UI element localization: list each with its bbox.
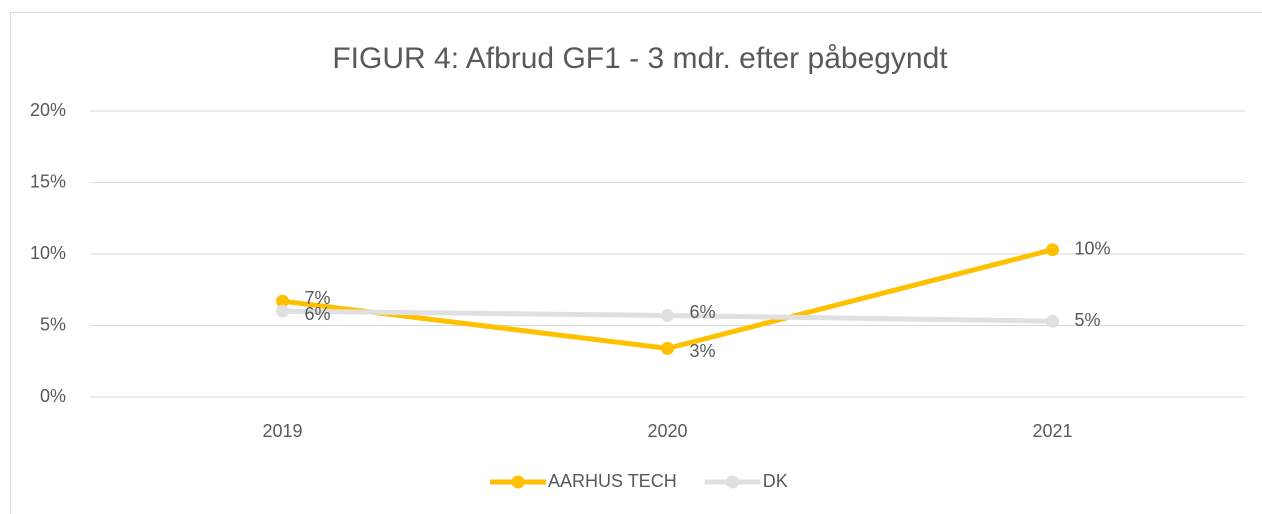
legend-marker: [726, 475, 740, 489]
y-tick-label: 0%: [40, 386, 66, 406]
x-tick-label: 2021: [1032, 421, 1072, 441]
legend-label: AARHUS TECH: [548, 471, 677, 491]
data-point: [1046, 243, 1059, 257]
data-point: [276, 304, 289, 318]
legend-marker: [511, 475, 525, 489]
data-point: [276, 294, 289, 308]
data-point: [661, 308, 674, 322]
data-point: [661, 341, 674, 355]
data-label: 5%: [1075, 310, 1101, 330]
y-tick-label: 20%: [30, 100, 66, 120]
data-point: [1046, 314, 1059, 328]
data-label: 6%: [690, 302, 716, 322]
chart-title: FIGUR 4: Afbrud GF1 - 3 mdr. efter påbeg…: [332, 42, 948, 75]
x-tick-label: 2019: [262, 421, 302, 441]
legend-label: DK: [763, 471, 788, 491]
chart-frame: [10, 12, 1262, 514]
data-label: 7%: [305, 288, 331, 308]
data-label: 3%: [690, 341, 716, 361]
y-tick-label: 10%: [30, 243, 66, 263]
data-label: 10%: [1075, 238, 1111, 258]
y-tick-label: 15%: [30, 171, 66, 191]
y-tick-label: 5%: [40, 314, 66, 334]
x-tick-label: 2020: [647, 421, 687, 441]
data-label: 6%: [305, 304, 331, 324]
